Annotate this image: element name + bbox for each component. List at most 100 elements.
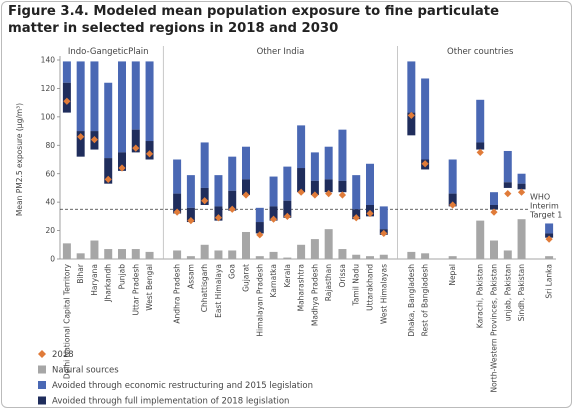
natural-bar [131,249,140,259]
natural-bar [366,256,374,259]
natural-bar [283,257,292,259]
restructuring-bar [352,175,361,210]
restructuring-bar [228,156,237,191]
x-tick-label: Chhattisgarh [200,264,209,313]
legend-swatch [38,350,46,358]
marker-2018 [338,191,347,199]
implementation-bar [118,152,126,171]
natural-bar [324,229,333,259]
implementation-bar [104,158,113,184]
implementation-bar [76,131,85,157]
y-tick-label: 60 [45,169,55,178]
natural-bar [104,249,113,259]
restructuring-bar [62,61,71,83]
restructuring-bar [338,129,347,181]
implementation-bar [173,193,182,214]
x-tick-label: Karnatka [269,264,278,297]
legend-label: Avoided through full implementation of 2… [52,397,289,407]
implementation-bar [200,187,209,205]
marker-2018 [407,111,415,120]
restructuring-bar [118,61,126,153]
marker-2018 [504,190,512,198]
legend-label: 2018 [52,350,74,360]
marker-2018 [242,191,250,199]
restructuring-bar [76,61,85,132]
x-tick-label: East Himalaya [214,264,223,318]
x-tick-label: Andhra Pradesh [173,264,182,324]
marker-2018 [311,191,319,199]
x-tick-label: Orissa [338,264,347,287]
restructuring-bar [407,61,416,113]
restructuring-bar [186,175,195,208]
marker-2018 [490,208,498,216]
marker-2018 [449,201,457,209]
restructuring-bar [297,125,306,169]
restructuring-bar [310,152,319,181]
y-tick-label: 40 [45,198,55,207]
x-tick-label: Assam [186,264,195,289]
natural-bar [407,251,416,259]
marker-2018 [517,188,526,196]
restructuring-bar [104,82,113,159]
marker-2018 [325,190,333,198]
natural-bar [145,251,154,259]
restructuring-bar [255,207,264,223]
marker-2018 [77,133,85,141]
y-tick-label: 120 [41,84,56,93]
restructuring-bar [324,146,333,180]
x-tick-label: Jharkandh [104,264,113,303]
legend-label: Avoided through economic restructuring a… [52,381,313,391]
legend-swatch [38,381,46,389]
x-tick-label: Sri Lanka [545,264,554,299]
marker-2018 [228,205,236,213]
restructuring-bar [503,150,512,183]
group-label: Indo-GangeticPlain [68,47,149,57]
implementation-bar [324,179,333,193]
implementation-bar [214,206,223,221]
x-tick-label: Rajasthan [324,264,333,302]
natural-bar [379,254,388,259]
y-tick-label: 80 [45,141,55,150]
implementation-bar [186,207,195,223]
natural-bar [338,249,347,259]
restructuring-bar [379,206,388,230]
x-tick-label: Delhi National Capital Territory [62,263,71,379]
x-tick-label: Rest of Bangladesh [421,264,430,337]
reference-label: Target 1 [529,210,562,219]
natural-bar [448,256,457,259]
marker-2018 [90,136,99,144]
implementation-bar [310,180,319,196]
reference-label: Interim [530,201,559,210]
chart-title: Figure 3.4. Modeled mean population expo… [8,4,500,36]
restructuring-bar [366,163,374,205]
group-label: Other countries [447,47,514,57]
x-tick-label: Maharashtra [297,264,306,311]
x-tick-label: Bihar [76,263,85,284]
restructuring-bar [421,78,430,160]
natural-bar [214,250,223,259]
x-tick-label: North-Western Provinces, Pakistan [490,264,499,393]
implementation-bar [242,179,250,196]
natural-bar [490,240,498,259]
natural-bar [228,250,237,259]
marker-2018 [283,212,291,220]
x-tick-label: Uttarakhand [366,264,375,311]
marker-2018 [201,197,209,205]
marker-2018 [173,208,181,216]
restructuring-bar [131,61,140,130]
restructuring-bar [173,159,182,194]
implementation-bar [297,168,306,193]
marker-2018 [214,214,223,222]
marker-2018 [187,217,195,225]
natural-bar [90,240,99,259]
restructuring-bar [145,61,154,142]
implementation-bar [131,129,140,153]
x-tick-label: Karachi, Pakistan [476,264,485,328]
natural-bar [476,220,485,259]
x-tick-label: Madhya Pradesh [310,264,319,326]
implementation-bar [490,204,498,210]
natural-bar [62,243,71,259]
